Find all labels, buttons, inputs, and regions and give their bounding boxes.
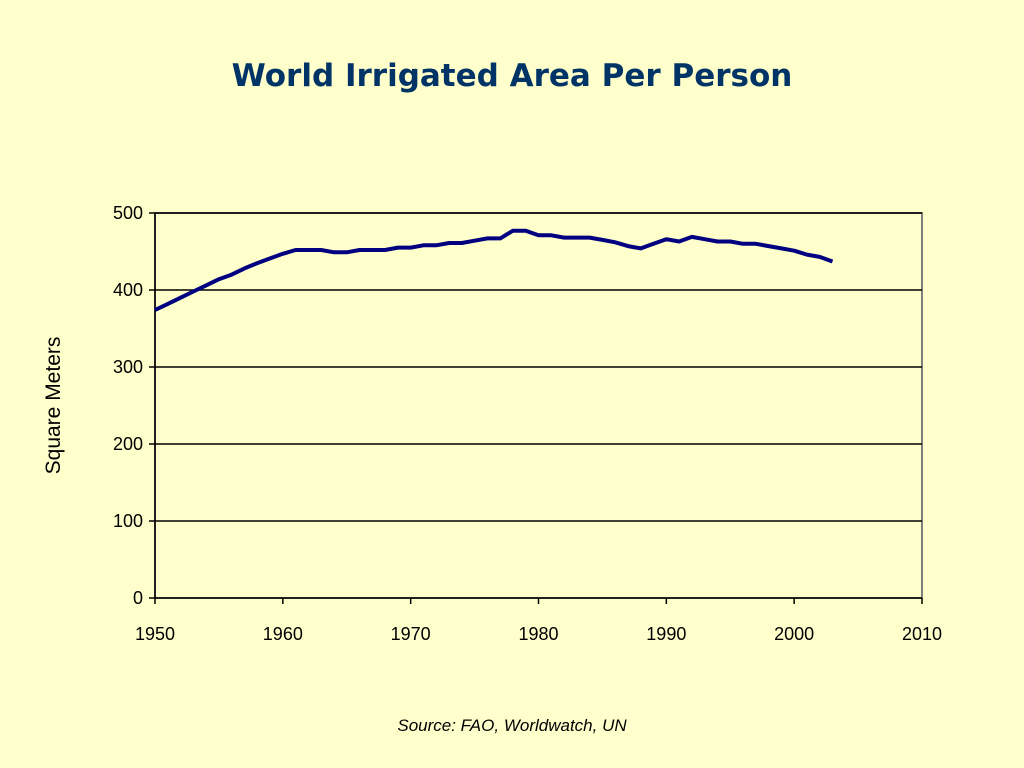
y-tick-label-300: 300 [113,357,143,377]
x-tick-label-1980: 1980 [518,624,558,644]
line-chart: 0 100 200 300 400 500 1950 1960 1970 1980 1990 2000… [42,203,942,644]
x-tick-label-1990: 1990 [646,624,686,644]
y-tick-label-0: 0 [133,588,143,608]
plot-area-border [154,212,923,599]
x-tick-label-2010: 2010 [902,624,942,644]
y-tick-label-400: 400 [113,280,143,300]
x-tick-label-1970: 1970 [391,624,431,644]
x-tick-label-1950: 1950 [135,624,175,644]
x-tick-label-1960: 1960 [263,624,303,644]
y-tick-label-200: 200 [113,434,143,454]
series-line-0 [154,228,834,312]
source-note: Source: FAO, Worldwatch, UN [397,716,627,735]
y-tick-label-100: 100 [113,511,143,531]
slide-title: World Irrigated Area Per Person [231,58,793,94]
y-axis-label: Square Meters [42,337,65,475]
x-tick-label-2000: 2000 [774,624,814,644]
y-tick-label-500: 500 [113,203,143,223]
